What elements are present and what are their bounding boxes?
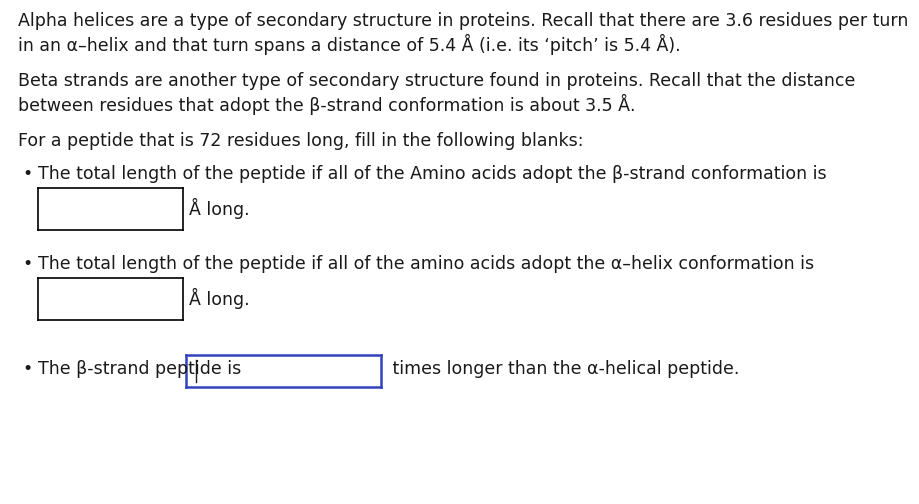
Text: between residues that adopt the β-strand conformation is about 3.5 Å.: between residues that adopt the β-strand… (18, 94, 635, 115)
Text: •: • (22, 165, 32, 183)
Text: •: • (22, 360, 32, 378)
Text: The total length of the peptide if all of the Amino acids adopt the β-strand con: The total length of the peptide if all o… (38, 165, 826, 183)
Text: Beta strands are another type of secondary structure found in proteins. Recall t: Beta strands are another type of seconda… (18, 72, 855, 90)
Text: The total length of the peptide if all of the amino acids adopt the α–helix conf: The total length of the peptide if all o… (38, 255, 813, 273)
Text: Å long.: Å long. (188, 198, 249, 219)
Text: Å long.: Å long. (188, 288, 249, 309)
Text: The β-strand peptide is: The β-strand peptide is (38, 360, 246, 378)
Text: in an α–helix and that turn spans a distance of 5.4 Å (i.e. its ‘pitch’ is 5.4 Å: in an α–helix and that turn spans a dist… (18, 34, 680, 55)
Text: times longer than the α-helical peptide.: times longer than the α-helical peptide. (387, 360, 739, 378)
Text: For a peptide that is 72 residues long, fill in the following blanks:: For a peptide that is 72 residues long, … (18, 132, 583, 150)
Text: Alpha helices are a type of secondary structure in proteins. Recall that there a: Alpha helices are a type of secondary st… (18, 12, 907, 30)
Text: •: • (22, 255, 32, 273)
